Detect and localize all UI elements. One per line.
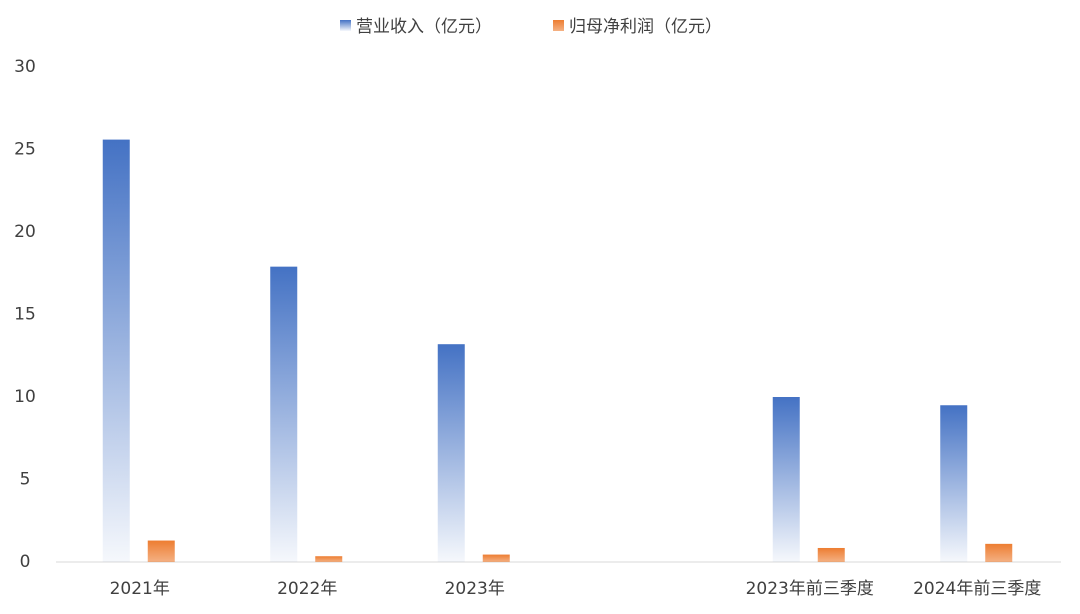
x-tick-label: 2021年 [110,579,170,599]
bar [817,547,845,562]
legend-swatch [553,20,564,31]
y-tick-label: 10 [14,387,36,407]
bar [437,344,465,562]
bar [270,266,298,562]
bar [315,556,343,562]
bar [940,405,968,562]
y-tick-label: 25 [14,140,36,160]
x-tick-label: 2024年前三季度 [913,579,1041,599]
legend-label: 营业收入（亿元） [356,17,492,37]
y-tick-label: 30 [14,57,36,77]
legend-swatch [340,20,351,31]
y-tick-label: 5 [20,470,31,490]
bar [102,139,130,562]
y-tick-label: 15 [14,305,36,325]
bar [772,397,800,562]
x-tick-label: 2023年前三季度 [746,579,874,599]
bar [482,554,510,562]
x-tick-label: 2023年 [445,579,505,599]
y-tick-label: 20 [14,222,36,242]
y-tick-label: 0 [20,552,31,572]
bar [985,543,1013,562]
legend-label: 归母净利润（亿元） [569,17,722,37]
x-tick-label: 2022年 [277,579,337,599]
bar [147,540,175,562]
